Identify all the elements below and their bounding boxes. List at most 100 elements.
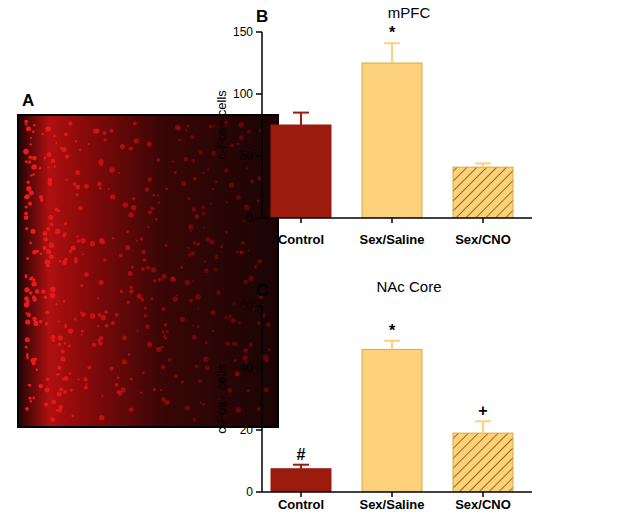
panel-label: C: [256, 281, 268, 300]
cell-speckle: [40, 198, 44, 202]
x-tick-label: Sex/CNO: [455, 497, 511, 512]
cell-speckle: [156, 347, 161, 352]
cell-speckle: [147, 226, 149, 228]
cell-speckle: [144, 314, 147, 317]
cell-speckle: [144, 307, 147, 310]
cell-speckle: [80, 284, 83, 287]
cell-speckle: [171, 277, 176, 282]
cell-speckle: [128, 271, 133, 276]
cell-speckle: [129, 407, 134, 412]
cell-speckle: [46, 126, 51, 131]
cell-speckle: [241, 241, 245, 245]
cell-speckle: [137, 294, 142, 299]
cell-speckle: [32, 278, 35, 281]
cell-speckle: [191, 251, 195, 255]
cell-speckle: [158, 278, 162, 282]
cell-speckle: [240, 251, 243, 254]
cell-speckle: [68, 328, 73, 333]
cell-speckle: [69, 372, 72, 375]
cell-speckle: [147, 342, 152, 347]
cell-speckle: [28, 201, 32, 205]
cell-speckle: [93, 128, 98, 133]
cell-speckle: [205, 341, 208, 344]
cell-speckle: [65, 154, 69, 158]
cell-speckle: [111, 321, 115, 325]
cell-speckle: [236, 407, 241, 412]
cell-speckle: [120, 144, 125, 149]
cell-speckle: [115, 383, 119, 387]
cell-speckle: [257, 259, 262, 264]
cell-speckle: [24, 120, 28, 124]
cell-speckle: [109, 167, 115, 173]
cell-speckle: [44, 403, 48, 407]
cell-speckle: [195, 364, 199, 368]
cell-speckle: [103, 131, 107, 135]
cell-speckle: [181, 380, 184, 383]
cell-speckle: [117, 376, 120, 379]
cell-speckle: [165, 337, 168, 340]
cell-speckle: [201, 205, 205, 209]
cell-speckle: [235, 373, 239, 377]
y-axis: [261, 306, 263, 492]
cell-speckle: [230, 144, 234, 148]
cell-speckle: [212, 330, 214, 332]
plot-area: [271, 341, 513, 492]
cell-speckle: [239, 251, 243, 255]
cell-speckle: [28, 397, 31, 400]
bar: [453, 433, 513, 492]
error-bar: [293, 465, 309, 469]
cell-speckle: [214, 268, 217, 271]
cell-speckle: [174, 375, 178, 379]
y-tick-label: 40: [240, 361, 254, 375]
cell-speckle: [161, 346, 164, 349]
significance-marker: *: [389, 322, 396, 339]
cell-speckle: [25, 312, 27, 314]
cell-speckle: [204, 269, 209, 274]
error-cap: [475, 162, 491, 164]
cell-speckle: [43, 231, 48, 236]
cell-speckle: [71, 415, 74, 418]
cell-speckle: [165, 244, 168, 247]
cell-speckle: [202, 403, 205, 406]
cell-speckle: [151, 207, 155, 211]
cell-speckle: [158, 201, 160, 203]
cell-speckle: [141, 250, 145, 254]
cell-speckle: [52, 400, 57, 405]
cell-speckle: [57, 391, 62, 396]
cell-speckle: [225, 342, 229, 346]
cell-speckle: [47, 166, 49, 168]
cell-speckle: [80, 238, 85, 243]
cell-speckle: [99, 415, 104, 420]
cell-speckle: [55, 229, 60, 234]
cell-speckle: [156, 158, 160, 162]
cell-speckle: [239, 135, 243, 139]
cell-speckle: [47, 152, 52, 157]
cell-speckle: [77, 378, 79, 380]
cell-speckle: [76, 235, 78, 237]
cell-speckle: [140, 237, 144, 241]
cell-speckle: [190, 135, 194, 139]
figure: ABmPFCc-Fos+ cells*050100150ControlSex/S…: [0, 0, 638, 515]
cell-speckle: [126, 230, 129, 233]
error-stem: [391, 43, 393, 63]
cell-speckle: [73, 182, 77, 186]
x-tick-label: Sex/Saline: [359, 497, 424, 512]
cell-speckle: [97, 325, 99, 327]
cell-speckle: [24, 287, 29, 292]
cell-speckle: [232, 341, 237, 346]
cell-speckle: [81, 312, 86, 317]
cell-speckle: [229, 183, 234, 188]
cell-speckle: [123, 202, 128, 207]
cell-speckle: [204, 261, 206, 263]
cell-speckle: [249, 276, 254, 281]
cell-speckle: [148, 210, 152, 214]
cell-speckle: [62, 234, 66, 238]
cell-speckle: [55, 142, 57, 144]
cell-speckle: [260, 355, 265, 360]
cell-speckle: [244, 280, 248, 284]
cell-speckle: [87, 143, 89, 145]
cell-speckle: [198, 379, 202, 383]
cell-speckle: [118, 391, 123, 396]
error-stem: [300, 113, 302, 125]
cell-speckle: [53, 134, 56, 137]
